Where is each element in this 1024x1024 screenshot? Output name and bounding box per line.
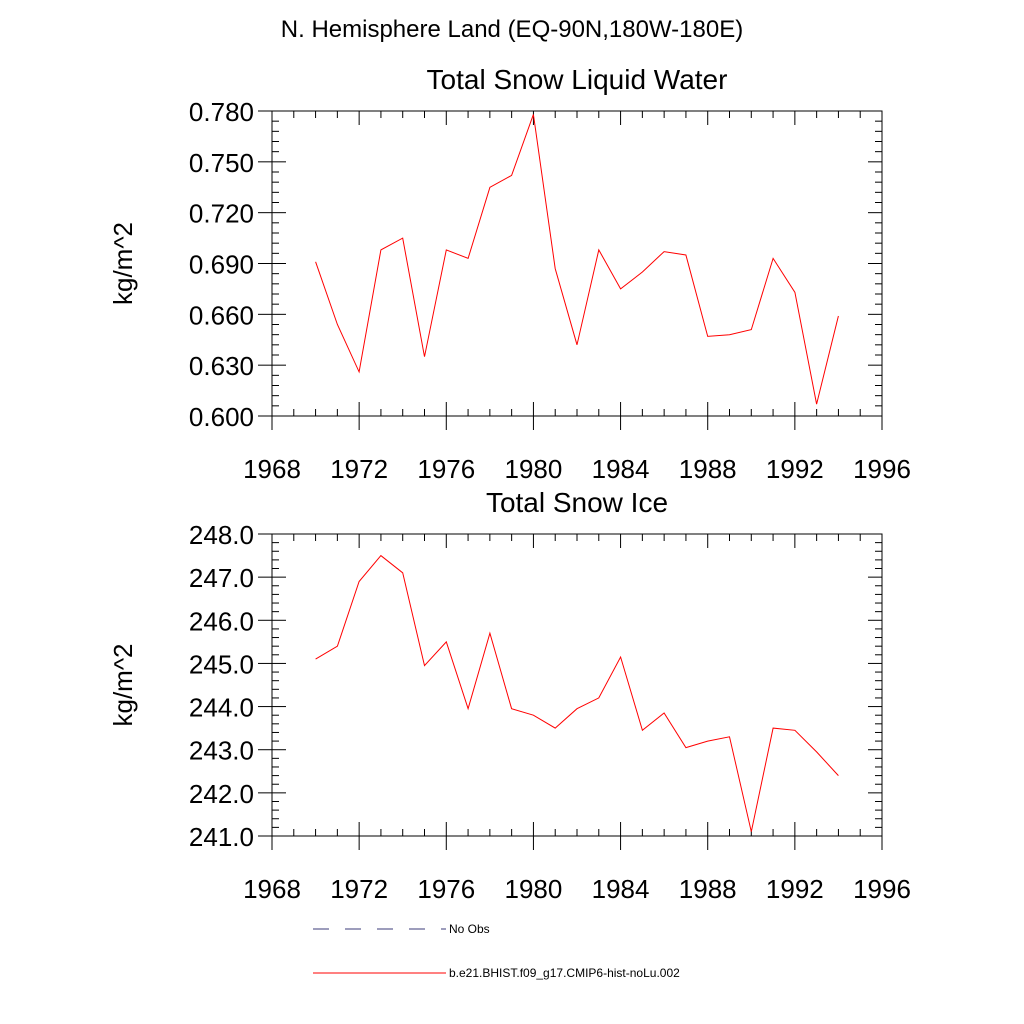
x-tick-label: 1984 xyxy=(592,874,650,904)
legend-label: b.e21.BHIST.f09_g17.CMIP6-hist-noLu.002 xyxy=(449,966,680,980)
y-tick-label: 245.0 xyxy=(189,649,254,679)
x-tick-label: 1972 xyxy=(330,874,388,904)
y-tick-label: 243.0 xyxy=(189,736,254,766)
y-tick-label: 247.0 xyxy=(189,563,254,593)
x-tick-label: 1972 xyxy=(330,454,388,484)
y-tick-label: 241.0 xyxy=(189,822,254,852)
y-tick-label: 0.780 xyxy=(189,97,254,127)
x-tick-label: 1976 xyxy=(417,874,475,904)
x-tick-label: 1968 xyxy=(243,454,301,484)
y-tick-label: 0.750 xyxy=(189,148,254,178)
y-tick-label: 246.0 xyxy=(189,606,254,636)
legend-label: No Obs xyxy=(449,922,490,936)
x-tick-label: 1988 xyxy=(679,454,737,484)
y-tick-label: 0.630 xyxy=(189,351,254,381)
y-axis-label: kg/m^2 xyxy=(108,222,138,305)
y-tick-label: 0.690 xyxy=(189,250,254,280)
plot-frame xyxy=(271,110,883,417)
y-tick-label: 244.0 xyxy=(189,693,254,723)
y-tick-label: 0.600 xyxy=(189,402,254,432)
chart-panel-snow-liquid-water: 1968 1972 1976 1980 1984 1988 1992 1996 0.600 0.6… xyxy=(108,64,911,484)
x-tick-label: 1980 xyxy=(505,454,563,484)
x-tick-label: 1968 xyxy=(243,874,301,904)
y-tick-label: 0.720 xyxy=(189,199,254,229)
x-tick-label: 1992 xyxy=(766,874,824,904)
chart-panel-snow-ice: 1968 1972 1976 1980 1984 1988 1992 1996 241.0 242… xyxy=(108,487,911,904)
x-tick-label: 1996 xyxy=(853,454,911,484)
x-tick-label: 1988 xyxy=(679,874,737,904)
x-tick-label: 1996 xyxy=(853,874,911,904)
x-tick-label: 1980 xyxy=(505,874,563,904)
legend: No Obs b.e21.BHIST.f09_g17.CMIP6-hist-noL… xyxy=(313,922,680,980)
y-tick-label: 248.0 xyxy=(189,520,254,550)
x-tick-label: 1984 xyxy=(592,454,650,484)
x-tick-label: 1976 xyxy=(417,454,475,484)
figure-suptitle: N. Hemisphere Land (EQ-90N,180W-180E) xyxy=(280,16,744,43)
y-tick-label: 242.0 xyxy=(189,779,254,809)
panel-title: Total Snow Ice xyxy=(486,487,668,518)
x-tick-label: 1992 xyxy=(766,454,824,484)
series-line xyxy=(315,114,839,405)
plot-frame xyxy=(271,533,883,837)
panel-title: Total Snow Liquid Water xyxy=(427,64,728,95)
y-axis-label: kg/m^2 xyxy=(108,643,138,726)
series-line xyxy=(315,554,839,832)
y-tick-label: 0.660 xyxy=(189,300,254,330)
